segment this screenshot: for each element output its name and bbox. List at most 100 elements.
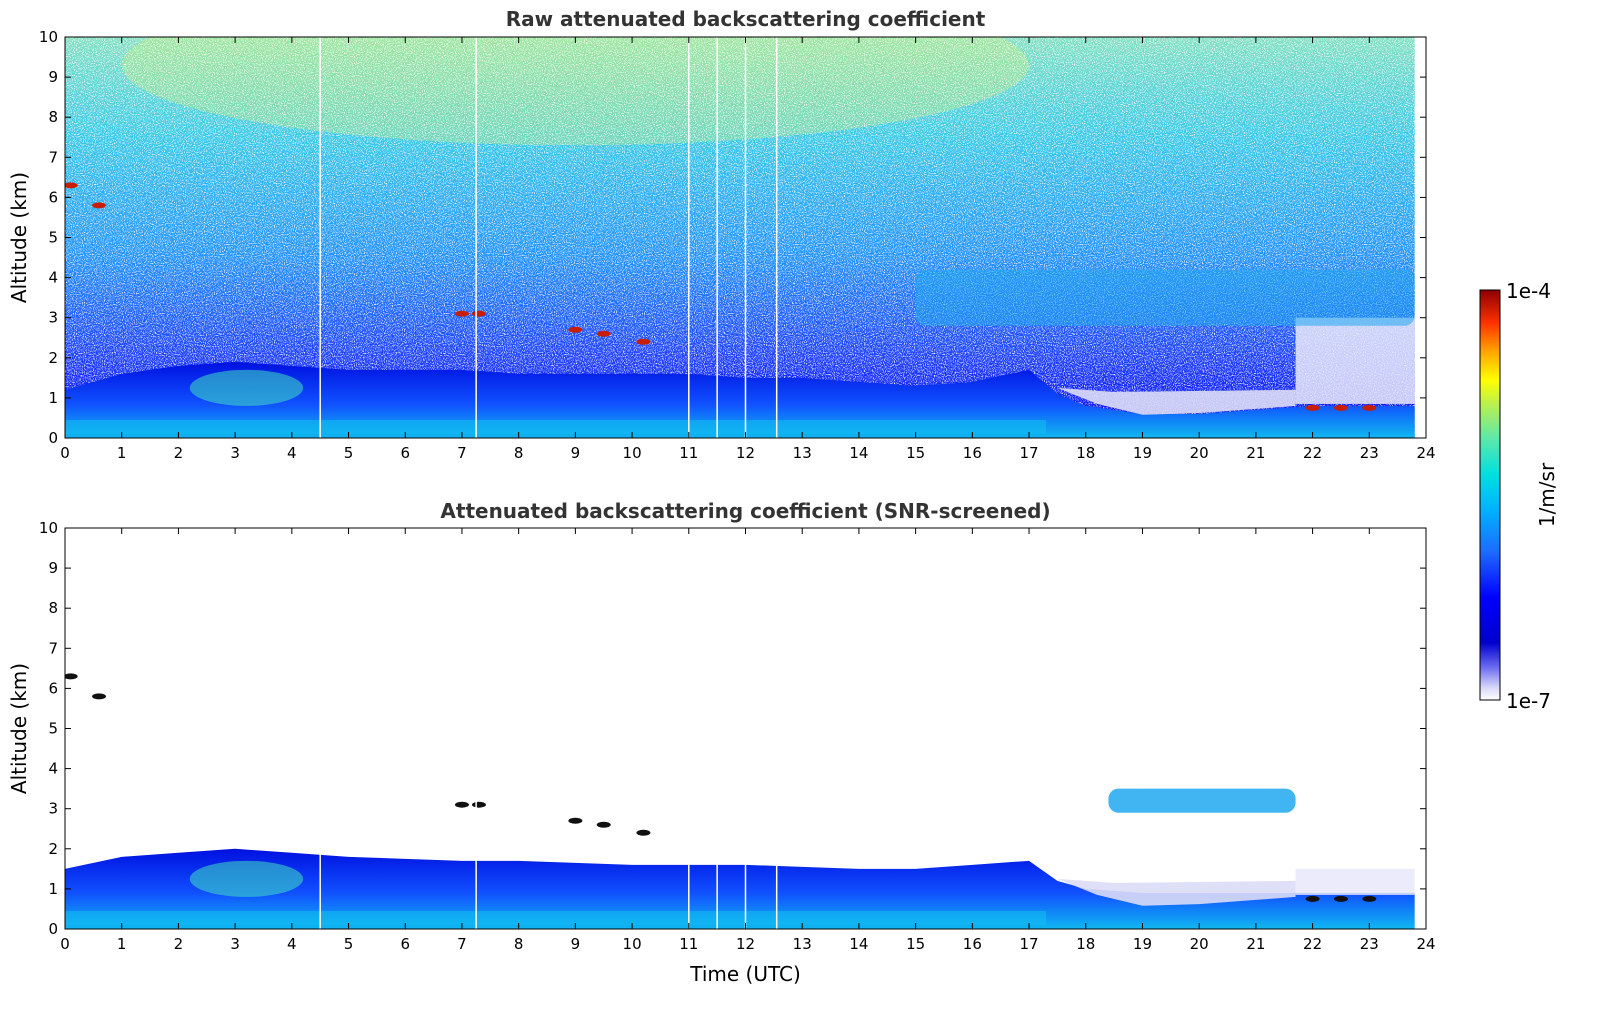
y-tick-label: 6: [48, 679, 58, 697]
x-tick-label: 11: [679, 444, 698, 462]
x-tick-label: 10: [623, 444, 642, 462]
y-tick-label: 9: [48, 559, 58, 577]
cloud-patch: [1305, 404, 1320, 411]
x-tick-label: 0: [60, 935, 70, 953]
colorbar-min-label: 1e-7: [1506, 689, 1551, 713]
y-tick-label: 3: [48, 800, 58, 818]
boundary-layer: [65, 361, 1415, 438]
x-tick-label: 14: [849, 444, 868, 462]
aerosol-core: [189, 369, 304, 406]
x-tick-label: 5: [344, 444, 354, 462]
y-tick-label: 0: [48, 920, 58, 938]
x-tick-label: 7: [457, 444, 467, 462]
x-tick-label: 21: [1246, 935, 1265, 953]
chart-title: Raw attenuated backscattering coefficien…: [506, 7, 986, 31]
elevated-aerosol-layer: [915, 269, 1415, 326]
cloud-patch: [1362, 895, 1377, 902]
aerosol-core: [189, 860, 304, 897]
x-tick-label: 24: [1416, 444, 1435, 462]
x-tick-label: 15: [906, 444, 925, 462]
x-tick-label: 19: [1133, 444, 1152, 462]
x-axis-label: Time (UTC): [689, 962, 801, 986]
x-tick-label: 14: [849, 935, 868, 953]
x-tick-label: 20: [1190, 935, 1209, 953]
low-signal-region-late: [1295, 317, 1415, 404]
y-tick-label: 4: [48, 269, 58, 287]
low-signal-region: [1057, 387, 1296, 415]
x-tick-label: 8: [514, 935, 524, 953]
x-tick-label: 22: [1303, 935, 1322, 953]
y-tick-label: 10: [39, 519, 58, 537]
x-tick-label: 18: [1076, 935, 1095, 953]
y-tick-label: 1: [48, 880, 58, 898]
x-tick-label: 15: [906, 935, 925, 953]
cloud-patch: [92, 202, 107, 209]
y-tick-label: 7: [48, 639, 58, 657]
x-tick-label: 22: [1303, 444, 1322, 462]
cloud-patch: [471, 801, 486, 808]
x-tick-label: 9: [571, 444, 581, 462]
x-tick-label: 4: [287, 935, 297, 953]
cloud-patch: [636, 829, 651, 836]
x-tick-label: 5: [344, 935, 354, 953]
cloud-patch: [471, 310, 486, 317]
cloud-patch: [596, 821, 611, 828]
y-axis-label: Altitude (km): [7, 172, 31, 303]
x-tick-label: 19: [1133, 935, 1152, 953]
x-tick-label: 6: [400, 444, 410, 462]
cloud-patch: [454, 310, 469, 317]
x-tick-label: 3: [230, 935, 240, 953]
cloud-patch: [1333, 404, 1348, 411]
colorbar: 1e-4 1e-7 1/m/sr: [1479, 279, 1559, 713]
cloud-patch: [92, 693, 107, 700]
x-tick-label: 2: [174, 444, 184, 462]
y-tick-label: 8: [48, 108, 58, 126]
x-tick-label: 7: [457, 935, 467, 953]
low-signal-region-late: [1295, 868, 1415, 895]
x-tick-label: 17: [1019, 444, 1038, 462]
cloud-patch: [65, 673, 78, 680]
chart-title: Attenuated backscattering coefficient (S…: [440, 499, 1050, 523]
cloud-patch: [1333, 895, 1348, 902]
y-tick-label: 0: [48, 429, 58, 447]
x-tick-label: 23: [1360, 444, 1379, 462]
cloud-patch: [65, 182, 78, 189]
x-tick-label: 12: [736, 444, 755, 462]
chart-panel-2: Attenuated backscattering coefficient (S…: [7, 499, 1436, 986]
x-tick-label: 11: [679, 935, 698, 953]
cloud-patch: [1305, 895, 1320, 902]
y-tick-label: 4: [48, 760, 58, 778]
y-tick-label: 3: [48, 309, 58, 327]
y-tick-label: 9: [48, 68, 58, 86]
cloud-patch: [1362, 404, 1377, 411]
low-signal-region: [1057, 878, 1296, 906]
x-tick-label: 10: [623, 935, 642, 953]
x-tick-label: 8: [514, 444, 524, 462]
cloud-patch: [596, 330, 611, 337]
x-tick-label: 3: [230, 444, 240, 462]
colorbar-unit-label: 1/m/sr: [1535, 462, 1559, 527]
elevated-aerosol-layer: [1108, 788, 1296, 813]
x-tick-label: 24: [1416, 935, 1435, 953]
y-tick-label: 5: [48, 229, 58, 247]
x-tick-label: 23: [1360, 935, 1379, 953]
x-tick-label: 21: [1246, 444, 1265, 462]
colorbar-max-label: 1e-4: [1506, 279, 1551, 303]
surface-band: [65, 419, 1047, 434]
x-tick-label: 0: [60, 444, 70, 462]
cloud-patch: [636, 338, 651, 345]
cloud-patch: [454, 801, 469, 808]
x-tick-label: 6: [400, 935, 410, 953]
chart-panel-1: Raw attenuated backscattering coefficien…: [7, 7, 1436, 462]
x-tick-label: 1: [117, 935, 127, 953]
y-tick-label: 5: [48, 720, 58, 738]
x-tick-label: 9: [571, 935, 581, 953]
cloud-patch: [568, 817, 583, 824]
surface-band: [65, 910, 1047, 925]
x-tick-label: 13: [793, 444, 812, 462]
heatmap-area: [65, 528, 1415, 929]
cloud-patch: [568, 326, 583, 333]
boundary-layer: [65, 848, 1415, 929]
y-tick-label: 2: [48, 349, 58, 367]
